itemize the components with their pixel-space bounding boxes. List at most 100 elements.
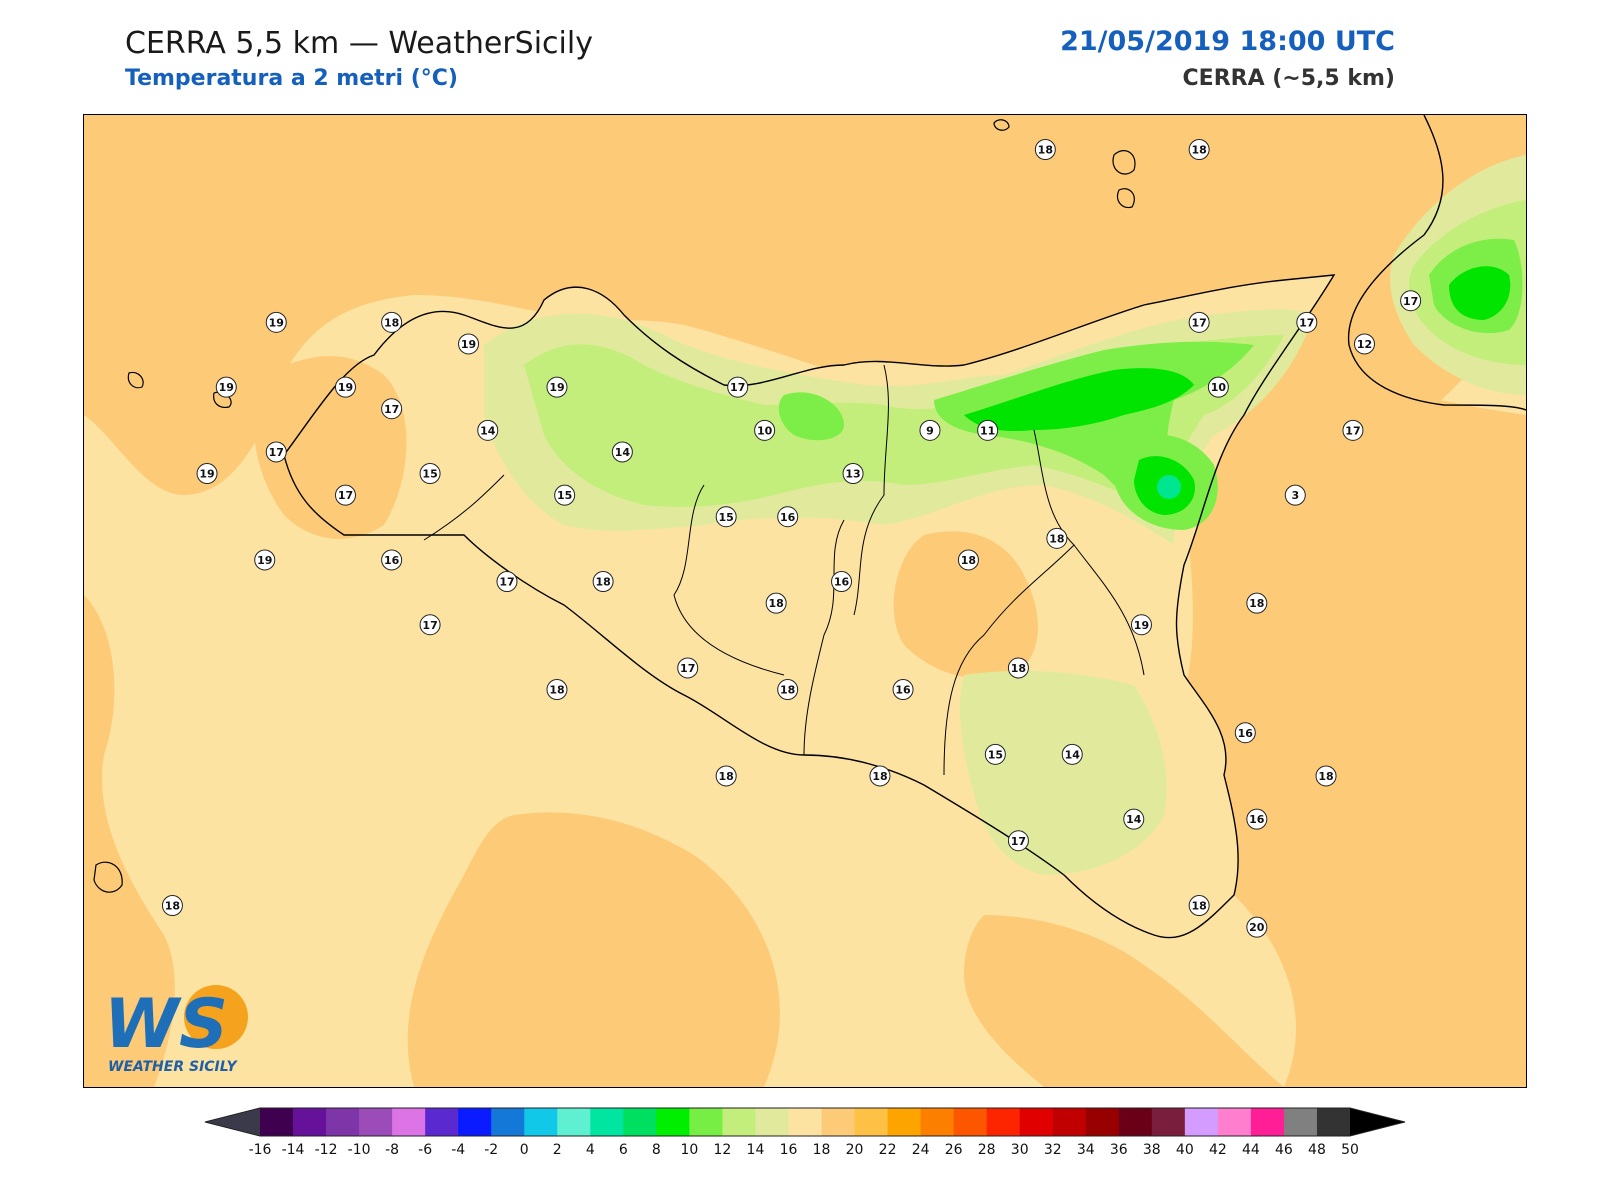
colorbar-swatch [821,1108,856,1136]
station-marker: 16 [777,506,799,528]
station-value: 15 [988,748,1003,761]
station-marker: 18 [1034,139,1056,161]
colorbar-swatch [590,1108,624,1136]
station-value: 16 [895,684,911,697]
ustica-pantelleria [93,861,123,893]
station-marker: 18 [381,311,403,333]
colorbar-swatch [524,1108,558,1136]
station-marker: 19 [254,549,276,571]
station-marker: 18 [1188,139,1210,161]
station-value: 10 [1211,381,1227,394]
colorbar-tick-label: 44 [1242,1142,1260,1158]
station-value: 17 [1191,316,1206,329]
station-marker: 18 [1188,895,1210,917]
colorbar-swatch [1151,1108,1186,1136]
station-marker: 17 [1296,311,1318,333]
station-value: 19 [338,381,353,394]
colorbar-tick-label: 18 [813,1142,831,1158]
colorbar-ticks: -16 -14 -12 -10 -8 -6 -4 -2 0 2 4 6 8 10 12 14 16 18 20 22 2… [249,1142,1359,1158]
station-circle [777,679,799,701]
station-value: 16 [1238,727,1254,740]
station-value: 18 [1318,770,1333,783]
logo-sun-icon [184,985,248,1049]
station-circle [161,895,183,917]
station-circle [1400,290,1422,312]
station-circle [1034,139,1056,161]
warm-area-centre-south [893,531,1038,679]
colorbar-swatch [656,1108,690,1136]
station-circle [196,463,218,485]
colorbar-outline [204,1107,1406,1137]
station-marker: 15 [715,506,737,528]
colorbar-over-arrow [1350,1108,1405,1136]
station-circle [334,376,356,398]
colorbar-tick-label: -14 [282,1142,305,1158]
cool-area-etna-deep [964,368,1194,432]
station-marker: 17 [1342,419,1364,441]
colorbar-swatch [1283,1108,1318,1136]
station-marker: 18 [546,679,568,701]
station-circle [1130,614,1152,636]
station-marker: 16 [381,549,403,571]
station-circle [215,376,237,398]
station-circle [1246,592,1268,614]
station-value: 19 [461,338,476,351]
station-value: 13 [845,468,860,481]
colorbar-tick-label: 26 [945,1142,963,1158]
station-value: 14 [615,446,631,459]
station-value: 14 [1065,748,1081,761]
station-circle [677,657,699,679]
station-value: 18 [1249,597,1264,610]
colorbar-swatch [1019,1108,1054,1136]
colorbar-tick-label: 32 [1044,1142,1062,1158]
valid-datetime: 21/05/2019 18:00 UTC [1060,26,1395,57]
station-value: 19 [257,554,272,567]
station-value: 11 [980,424,995,437]
station-circle [1315,765,1337,787]
station-marker: 17 [1007,830,1029,852]
map-panel[interactable]: 18 18 19 18 19 19 19 17 19 17 17 17 17 12 10 14 10 9 11 17 1… [83,114,1527,1088]
temperature-map[interactable]: 18 18 19 18 19 19 19 17 19 17 17 17 17 12 10 14 10 9 11 17 1… [84,115,1526,1087]
station-marker: 16 [1246,808,1268,830]
station-value: 10 [757,424,773,437]
colorbar-tick-label: 16 [780,1142,798,1158]
colorbar-tick-label: 12 [714,1142,732,1158]
station-value: 9 [926,424,934,437]
cold-core-etna [1157,475,1181,499]
station-marker: 19 [458,333,480,355]
station-circle [919,419,941,441]
station-marker: 14 [611,441,633,463]
colorbar-swatch [920,1108,955,1136]
station-value: 16 [384,554,400,567]
colorbar-swatch [854,1108,889,1136]
station-marker: 15 [554,484,576,506]
station-marker: 19 [546,376,568,398]
colorbar-tick-label: 22 [879,1142,897,1158]
station-value: 18 [384,316,399,329]
colorbar-swatch [986,1108,1021,1136]
station-value: 14 [1126,813,1142,826]
colorbar-tick-label: -16 [249,1142,272,1158]
cool-area-south-east [959,670,1167,875]
colorbar-swatch [1118,1108,1153,1136]
station-value: 17 [384,403,399,416]
colorbar-tick-label: -6 [418,1142,432,1158]
station-marker: 19 [196,463,218,485]
warm-area-east [1176,369,1526,1087]
station-marker: 17 [334,484,356,506]
colorbar-tick-label: -10 [348,1142,371,1158]
province-borders [423,364,1145,776]
colorbar-swatch [623,1108,657,1136]
station-marker: 17 [1400,290,1422,312]
station-marker: 17 [1188,311,1210,333]
station-value: 20 [1249,921,1265,934]
warm-area-south [407,812,780,1087]
station-marker: 19 [265,311,287,333]
station-circle [254,549,276,571]
station-marker: 19 [215,376,237,398]
colorbar-swatch [260,1108,294,1136]
colorbar-swatch [887,1108,922,1136]
colorbar-swatches [204,1107,1406,1137]
station-circle [477,419,499,441]
warm-area-southeast [964,915,1284,1087]
